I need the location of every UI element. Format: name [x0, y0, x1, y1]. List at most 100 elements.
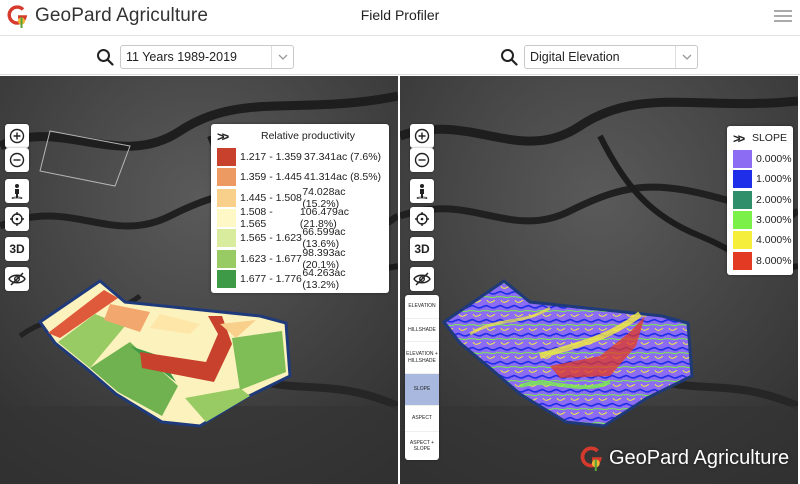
legend-row: 1.000% — [733, 169, 792, 189]
dataset-select-right[interactable]: Digital Elevation — [524, 45, 698, 69]
dataset-select-left-value: 11 Years 1989-2019 — [126, 50, 237, 64]
chevron-down-icon[interactable] — [675, 46, 697, 68]
dataset-select-right-value: Digital Elevation — [530, 50, 620, 64]
legend-area: 37.341ac (7.6%) — [304, 151, 382, 164]
geopard-logo-icon — [7, 5, 28, 28]
legend-range: 1.677 - 1.776 — [240, 272, 302, 285]
legend-swatch — [733, 170, 752, 189]
legend-label: 0.000% — [756, 153, 792, 166]
legend-label: 8.000% — [756, 254, 792, 267]
productivity-legend: >> Relative productivity 1.217 - 1.359 3… — [211, 124, 389, 294]
legend-swatch — [217, 249, 236, 268]
legend-row: 1.623 - 1.677 98.393ac (20.1%) — [217, 246, 383, 271]
layer-option-elevation[interactable]: ELEVATION — [405, 295, 439, 319]
3d-toggle-button[interactable]: 3D — [410, 237, 434, 261]
layer-option-hillshade[interactable]: HILLSHADE — [405, 319, 439, 342]
left-selector-group: 11 Years 1989-2019 — [96, 45, 294, 69]
hide-layer-button[interactable] — [410, 267, 434, 291]
legend-header: >> Relative productivity — [217, 128, 383, 144]
selector-toolbar: 11 Years 1989-2019 Digital Elevation — [0, 37, 800, 75]
pegman-icon — [11, 184, 23, 199]
legend-title: SLOPE — [751, 132, 787, 144]
logo-text: GeoPard Agriculture — [35, 5, 208, 26]
legend-area: 64.263ac (13.2%) — [302, 266, 346, 291]
collapse-legend-icon[interactable]: >> — [733, 130, 745, 146]
locate-button[interactable] — [410, 207, 434, 231]
legend-range: 1.445 - 1.508 — [240, 191, 302, 204]
legend-row: 1.508 - 1.565 106.479ac (21.8%) — [217, 206, 383, 231]
zoom-out-icon — [9, 152, 25, 168]
legend-swatch — [733, 211, 752, 230]
collapse-legend-icon[interactable]: >> — [217, 128, 229, 144]
legend-label: 1.000% — [756, 173, 792, 186]
legend-row: 1.359 - 1.445 41.314ac (8.5%) — [217, 167, 383, 187]
crosshair-icon — [415, 212, 429, 226]
zoom-in-icon — [414, 128, 430, 144]
legend-area: 66.599ac (13.6%) — [302, 226, 346, 251]
crosshair-icon — [10, 212, 24, 226]
pegman-icon — [416, 184, 428, 199]
legend-row: 0.000% — [733, 149, 792, 169]
layer-option-elevation-hillshade[interactable]: ELEVATION + HILLSHADE — [405, 342, 439, 374]
geopard-logo-icon — [580, 446, 602, 471]
legend-row: 1.677 - 1.776 64.263ac (13.2%) — [217, 266, 383, 291]
legend-area: 106.479ac (21.8%) — [299, 206, 349, 231]
eye-off-icon — [8, 272, 26, 286]
zoom-in-button[interactable] — [410, 124, 434, 148]
locate-button[interactable] — [5, 207, 29, 231]
zoom-out-icon — [414, 152, 430, 168]
layer-option-aspect-slope[interactable]: ASPECT + SLOPE — [409, 439, 435, 452]
layer-option-slope[interactable]: SLOPE — [405, 374, 439, 406]
hamburger-menu-icon[interactable] — [774, 8, 792, 24]
legend-swatch — [217, 269, 236, 288]
legend-range: 1.508 - 1.565 — [240, 206, 273, 231]
zoom-in-button[interactable] — [5, 124, 29, 148]
search-icon[interactable] — [96, 48, 114, 66]
legend-range: 1.217 - 1.359 — [240, 151, 302, 164]
geopard-watermark: GeoPard Agriculture — [579, 444, 789, 472]
legend-swatch — [733, 150, 752, 169]
layer-option-aspect[interactable]: ASPECT — [405, 406, 439, 432]
legend-row: 8.000% — [733, 250, 792, 270]
legend-swatch — [217, 229, 236, 248]
legend-label: 4.000% — [756, 234, 792, 247]
map-panel-left[interactable]: 3D >> Relative productivity 1.217 - 1.35… — [0, 76, 398, 484]
legend-swatch — [217, 209, 236, 228]
dataset-select-left[interactable]: 11 Years 1989-2019 — [120, 45, 294, 69]
slope-legend: >> SLOPE 0.000% 1.000% 2.000% 3.000% 4.0… — [727, 126, 793, 275]
panel-divider[interactable] — [398, 76, 400, 484]
legend-range: 1.565 - 1.623 — [240, 232, 302, 245]
legend-label: 2.000% — [756, 193, 792, 206]
legend-swatch — [217, 148, 236, 167]
right-selector-group: Digital Elevation — [500, 45, 698, 69]
legend-range: 1.359 - 1.445 — [240, 171, 302, 184]
zoom-out-button[interactable] — [5, 148, 29, 172]
zoom-out-button[interactable] — [410, 148, 434, 172]
legend-range: 1.623 - 1.677 — [240, 252, 302, 265]
legend-area: 74.028ac (15.2%) — [302, 185, 346, 210]
hide-layer-button[interactable] — [5, 267, 29, 291]
app-header: GeoPard Agriculture Field Profiler — [0, 0, 800, 36]
legend-area: 41.314ac (8.5%) — [304, 171, 382, 184]
chevron-down-icon[interactable] — [271, 46, 293, 68]
street-view-button[interactable] — [5, 179, 29, 203]
search-icon[interactable] — [500, 48, 518, 66]
legend-row: 2.000% — [733, 190, 792, 210]
legend-row: 4.000% — [733, 230, 792, 250]
logo[interactable]: GeoPard Agriculture — [6, 4, 208, 28]
legend-swatch — [217, 188, 236, 207]
3d-toggle-button[interactable]: 3D — [5, 237, 29, 261]
legend-header: >> SLOPE — [733, 130, 787, 146]
legend-swatch — [733, 190, 752, 209]
zoom-in-icon — [9, 128, 25, 144]
eye-off-icon — [413, 272, 431, 286]
legend-row: 3.000% — [733, 210, 792, 230]
legend-title: Relative productivity — [261, 130, 355, 142]
legend-area: 98.393ac (20.1%) — [302, 246, 346, 271]
legend-row: 1.445 - 1.508 74.028ac (15.2%) — [217, 185, 383, 210]
map-panel-right[interactable]: 3D ELEVATION HILLSHADE ELEVATION + HILLS… — [400, 76, 798, 484]
street-view-button[interactable] — [410, 179, 434, 203]
legend-swatch — [733, 231, 752, 250]
legend-swatch — [733, 251, 752, 270]
legend-label: 3.000% — [756, 214, 792, 227]
